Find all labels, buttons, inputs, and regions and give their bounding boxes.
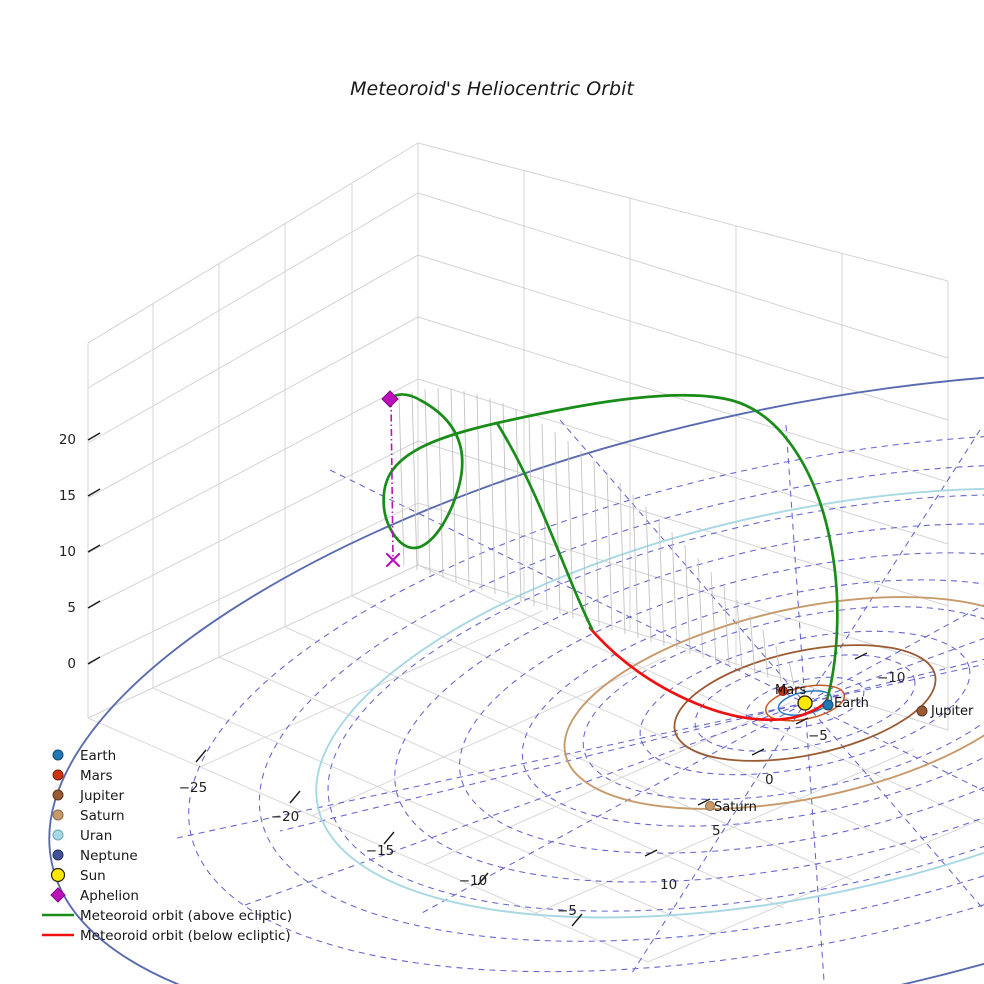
orbit-neptune — [48, 371, 984, 984]
z-tick-20 — [87, 432, 101, 441]
x-tick-label--15: −15 — [366, 843, 395, 859]
label-mars: Mars — [775, 683, 807, 698]
neptune-swatch-icon — [52, 849, 64, 861]
sun-swatch-icon — [50, 867, 66, 883]
x-tick--15 — [383, 831, 395, 845]
label-saturn: Saturn — [714, 800, 757, 815]
legend-label-uran: Uran — [80, 828, 112, 844]
legend-label-mars: Mars — [80, 768, 113, 784]
label-earth: Earth — [834, 696, 869, 711]
legend-label-aphelion: Aphelion — [80, 888, 139, 904]
z-tick-10 — [87, 544, 101, 553]
z-tick-label-20: 20 — [59, 432, 76, 448]
legend-item-orbit-below[interactable]: Meteoroid orbit (below ecliptic) — [42, 928, 291, 944]
y-tick-5 — [697, 798, 711, 806]
legend-item-orbit-above[interactable]: Meteoroid orbit (above ecliptic) — [42, 908, 292, 924]
aphelion-swatch-icon — [50, 887, 66, 903]
y-tick-label--5: −5 — [808, 728, 828, 744]
z-tick-label-15: 15 — [59, 488, 76, 504]
earth-swatch-icon — [52, 749, 64, 761]
legend-item-neptune[interactable]: Neptune — [52, 848, 138, 864]
aphelion-drop-line — [390, 399, 394, 560]
legend-label-jupiter: Jupiter — [79, 788, 124, 804]
celestial-body-markers — [705, 686, 928, 811]
x-tick--20 — [289, 790, 301, 804]
saturn-swatch-icon — [52, 809, 64, 821]
legend: Earth Mars Jupiter Saturn Uran Neptune S… — [42, 748, 292, 944]
z-tick-0 — [87, 656, 101, 665]
z-tick-5 — [87, 600, 101, 609]
x-tick-label--10: −10 — [459, 873, 488, 889]
floor-grid — [87, 564, 984, 963]
legend-label-orbit-above: Meteoroid orbit (above ecliptic) — [80, 908, 292, 924]
x-tick--5 — [571, 913, 583, 927]
y-tick-label-10: 10 — [660, 877, 677, 893]
z-axis: 0 5 10 15 20 — [59, 432, 101, 672]
y-tick-label-0: 0 — [765, 772, 774, 788]
aphelion-ground-x-marker — [385, 552, 401, 568]
aphelion-marker — [381, 390, 399, 408]
x-tick--25 — [195, 749, 207, 763]
x-tick--10 — [477, 872, 489, 886]
y-axis: −10 −5 0 5 10 — [644, 652, 906, 893]
label-jupiter: Jupiter — [930, 704, 974, 719]
orbit-saturn — [563, 596, 984, 810]
legend-item-aphelion[interactable]: Aphelion — [50, 887, 139, 904]
x-tick-label--5: −5 — [557, 903, 577, 919]
mars-marker — [778, 686, 788, 696]
legend-label-orbit-below: Meteoroid orbit (below ecliptic) — [80, 928, 291, 944]
z-tick-label-10: 10 — [59, 544, 76, 560]
x-tick-label--25: −25 — [179, 780, 208, 796]
jupiter-swatch-icon — [52, 789, 64, 801]
y-tick-label--10: −10 — [877, 670, 906, 686]
legend-label-sun: Sun — [80, 868, 106, 884]
orbit-uranus — [315, 487, 984, 919]
x-axis: −25 −20 −15 −10 −5 — [179, 749, 583, 927]
legend-item-mars[interactable]: Mars — [52, 768, 113, 784]
saturn-marker — [705, 801, 715, 811]
legend-item-sun[interactable]: Sun — [50, 867, 106, 884]
z-tick-15 — [87, 488, 101, 497]
y-tick--5 — [795, 717, 809, 725]
orbit-mars — [764, 684, 846, 722]
meteoroid-orbit-above-ecliptic — [382, 393, 839, 702]
meteoroid-orbit-node-transition — [495, 421, 594, 631]
legend-item-jupiter[interactable]: Jupiter — [52, 788, 124, 804]
z-tick-label-5: 5 — [67, 600, 76, 616]
meteoroid-orbit-below-ecliptic — [588, 626, 829, 722]
y-tick--10 — [854, 652, 868, 660]
legend-label-neptune: Neptune — [80, 848, 138, 864]
chart-title: Meteoroid's Heliocentric Orbit — [350, 78, 635, 100]
mars-swatch-icon — [52, 769, 64, 781]
y-tick-0 — [751, 748, 765, 756]
z-tick-label-0: 0 — [67, 656, 76, 672]
legend-label-earth: Earth — [80, 748, 116, 764]
legend-item-saturn[interactable]: Saturn — [52, 808, 125, 824]
planet-orbits — [48, 371, 984, 984]
uranus-swatch-icon — [52, 829, 64, 841]
legend-item-earth[interactable]: Earth — [52, 748, 116, 764]
y-tick-label-5: 5 — [712, 823, 721, 839]
orbit-jupiter — [673, 644, 937, 762]
earth-marker — [822, 699, 834, 711]
jupiter-marker — [916, 705, 928, 717]
sun-marker — [797, 695, 813, 711]
legend-item-uran[interactable]: Uran — [52, 828, 112, 844]
y-tick-10 — [644, 849, 658, 857]
x-tick-label--20: −20 — [271, 809, 300, 825]
legend-label-saturn: Saturn — [80, 808, 125, 824]
